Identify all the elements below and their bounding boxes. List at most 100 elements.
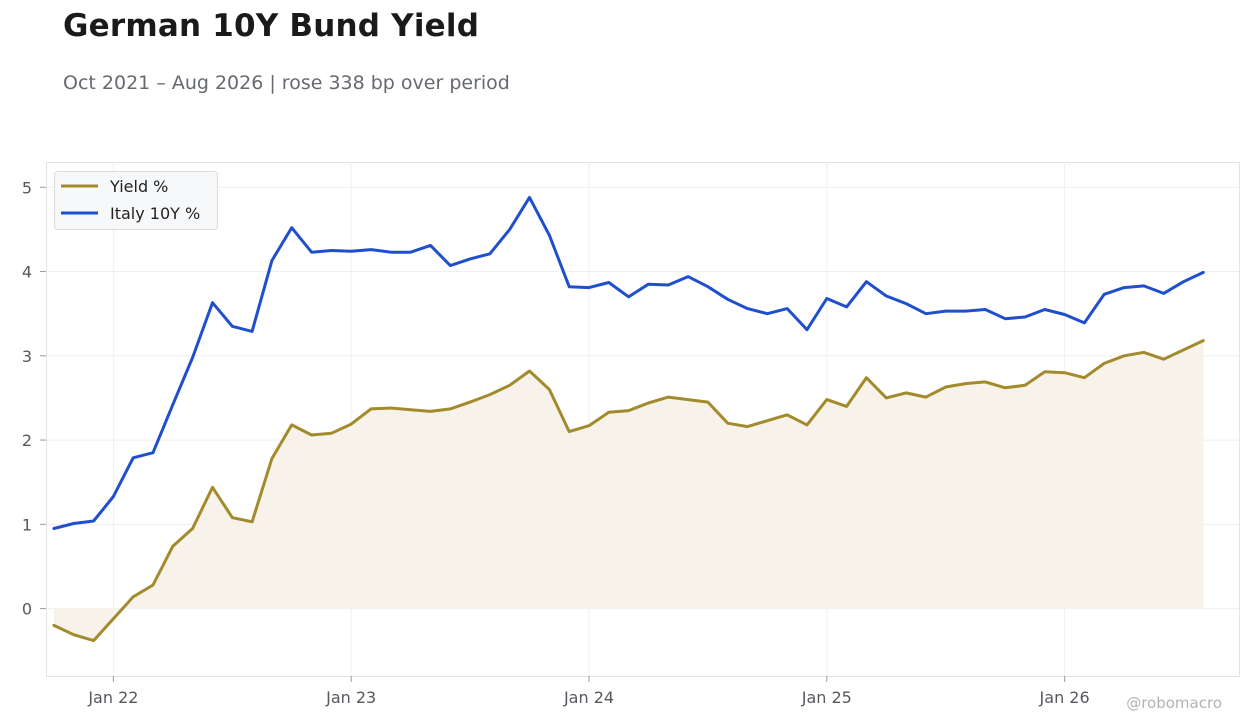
data-point	[568, 430, 571, 433]
data-point	[1043, 308, 1047, 311]
x-tick-label: Jan 26	[1039, 688, 1090, 707]
data-point	[865, 280, 868, 283]
data-point	[805, 423, 809, 427]
data-point	[964, 309, 967, 313]
data-point	[865, 376, 868, 379]
data-point	[1004, 317, 1007, 320]
data-point	[350, 250, 353, 253]
data-point	[1142, 351, 1146, 354]
series-points-0	[52, 339, 1205, 642]
data-point	[786, 307, 789, 310]
data-point	[250, 520, 254, 523]
y-tick-label: 4	[22, 263, 32, 282]
data-point	[726, 298, 729, 301]
data-point	[885, 294, 888, 298]
data-point	[667, 283, 670, 287]
data-point	[1083, 321, 1086, 325]
data-point	[52, 624, 56, 627]
data-point	[746, 307, 749, 310]
data-point	[231, 516, 234, 519]
data-point	[290, 226, 293, 229]
series-area-0	[53, 340, 1204, 641]
x-tick-label: Jan 23	[325, 688, 376, 707]
data-point	[587, 424, 591, 427]
x-tick-label: Jan 25	[801, 688, 852, 707]
y-tick-label: 0	[22, 600, 32, 619]
data-point	[231, 325, 234, 328]
data-point	[746, 425, 749, 428]
data-point	[885, 396, 888, 400]
data-point	[508, 384, 511, 387]
data-point	[924, 395, 928, 399]
data-point	[964, 382, 967, 385]
data-point	[409, 251, 412, 254]
data-point	[92, 519, 95, 523]
data-point	[151, 583, 155, 587]
data-point	[627, 295, 630, 298]
data-point	[1004, 386, 1007, 389]
data-point	[607, 281, 610, 284]
data-point	[330, 249, 333, 252]
data-point	[726, 422, 729, 425]
y-tick-label: 5	[22, 178, 32, 197]
legend-label-italy: Italy 10Y %	[110, 204, 200, 223]
data-point	[429, 244, 432, 247]
data-point	[429, 410, 432, 413]
data-point	[1103, 293, 1106, 296]
data-point	[548, 388, 551, 391]
data-point	[944, 385, 947, 389]
y-tick-label: 2	[22, 431, 32, 450]
data-point	[528, 369, 531, 373]
data-point	[92, 639, 95, 642]
data-point	[211, 301, 214, 304]
data-point	[1162, 292, 1165, 295]
data-point	[191, 356, 194, 359]
data-point	[647, 401, 650, 405]
data-point	[647, 283, 650, 286]
x-axis: Jan 22 Jan 23 Jan 24 Jan 25 Jan 26	[87, 676, 1090, 707]
data-point	[1202, 271, 1205, 274]
data-point	[627, 409, 630, 412]
data-point	[805, 328, 809, 331]
data-point	[548, 234, 551, 237]
data-point	[607, 411, 610, 414]
data-point	[845, 405, 848, 408]
data-point	[686, 398, 690, 401]
data-point	[488, 252, 492, 255]
data-point	[112, 495, 115, 498]
lines-layer	[52, 195, 1205, 643]
plot-frame	[46, 162, 1240, 677]
data-point	[944, 309, 947, 313]
data-point	[1122, 354, 1126, 357]
data-point	[1202, 339, 1205, 342]
data-point	[766, 312, 769, 315]
y-tick-label: 1	[22, 515, 32, 534]
data-point	[568, 285, 571, 288]
data-point	[686, 275, 690, 278]
data-point	[468, 400, 472, 404]
data-point	[350, 422, 353, 426]
data-point	[270, 457, 274, 460]
data-point	[1083, 376, 1086, 379]
legend-label-yield: Yield %	[109, 177, 168, 196]
data-point	[1023, 384, 1027, 387]
data-point	[984, 308, 987, 311]
data-point	[924, 312, 928, 315]
data-point	[706, 285, 710, 288]
data-point	[1182, 280, 1185, 283]
chart-title: German 10Y Bund Yield	[63, 8, 480, 44]
data-point	[845, 305, 848, 309]
data-point	[330, 432, 333, 435]
data-point	[468, 257, 472, 261]
legend: Yield % Italy 10Y %	[54, 171, 218, 230]
data-point	[825, 398, 828, 401]
y-axis: 0 1 2 3 4 5	[22, 178, 46, 619]
data-point	[132, 456, 135, 459]
data-point	[1063, 371, 1066, 374]
data-point	[171, 403, 174, 406]
data-point	[766, 419, 769, 422]
data-point	[706, 400, 710, 404]
data-point	[449, 264, 452, 267]
data-point	[389, 406, 392, 410]
